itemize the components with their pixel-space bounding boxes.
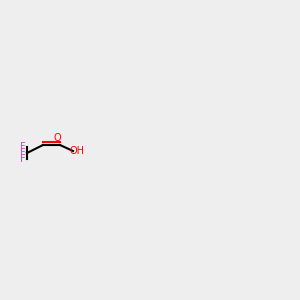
Text: F: F	[20, 142, 26, 152]
Text: O: O	[53, 133, 61, 143]
Text: F: F	[20, 148, 26, 158]
Text: OH: OH	[70, 146, 85, 156]
Text: F: F	[20, 154, 26, 164]
